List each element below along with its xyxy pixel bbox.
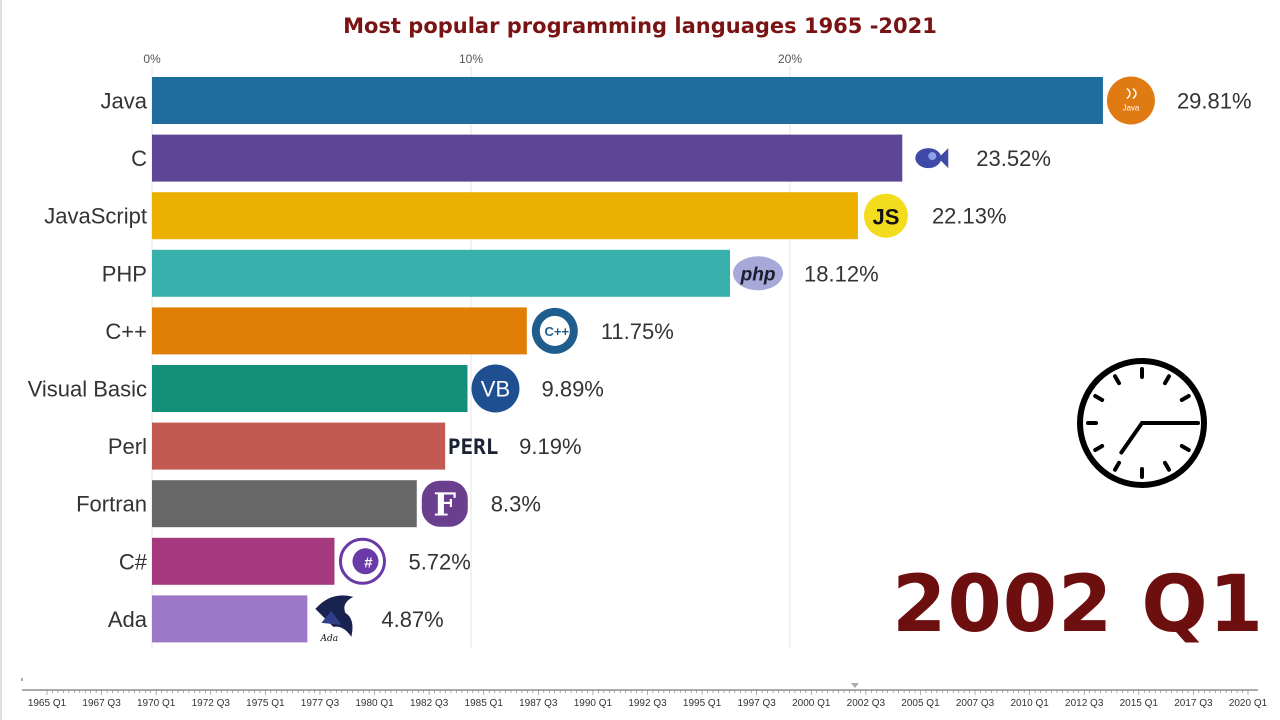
bar-visual-basic [152,365,468,412]
timeline-tick-label: 1970 Q1 [137,698,176,709]
clock-tick [1113,460,1121,472]
clock-tick [1163,374,1171,386]
timeline-tick-label: 2020 Q1 [1229,698,1268,709]
category-label: Ada [108,607,148,632]
perl-logo: PERL [448,435,499,459]
timeline-tick-label: 2000 Q1 [792,698,831,709]
value-label: 4.87% [381,607,443,632]
c-logo [915,148,949,169]
x-tick-label: 10% [459,52,483,66]
value-label: 5.72% [408,549,470,574]
timeline-tick-label: 1965 Q1 [28,698,67,709]
value-label: 9.19% [519,434,581,459]
x-tick-label: 20% [778,52,802,66]
category-label: Perl [108,434,147,459]
category-label: C [131,146,147,171]
javascript-logo: JS [863,193,908,238]
svg-text:VB: VB [481,377,510,402]
bar-ada [152,595,308,643]
category-label: Fortran [76,492,147,517]
timeline-tick-label: 2005 Q1 [901,698,940,709]
timeline-tick-label: 2015 Q1 [1120,698,1159,709]
clock-tick [1163,460,1171,472]
svg-text:F: F [433,486,456,524]
clock-tick [1093,394,1105,402]
timeline-tick-label: 1972 Q3 [192,698,231,709]
period-label: 2002 Q1 [892,560,1264,650]
timeline-tick-label: 2017 Q3 [1174,698,1213,709]
timeline-playhead[interactable] [850,683,859,688]
timeline-tick-label: 1992 Q3 [628,698,667,709]
value-label: 23.52% [976,146,1051,171]
bar-fortran [152,480,417,528]
category-label: JavaScript [44,204,147,229]
timeline-tick-label: 1967 Q3 [82,698,121,709]
chart-title: Most popular programming languages 1965 … [343,14,937,38]
svg-text:PERL: PERL [448,435,499,459]
svg-text:php: php [740,264,776,285]
fortran-logo: F [421,480,468,527]
value-label: 9.89% [541,377,603,402]
timeline-tick-label: 1975 Q1 [246,698,285,709]
visual-basic-logo: VB [471,364,520,413]
svg-text:C++: C++ [545,324,570,339]
clock-tick [1179,394,1191,402]
category-label: C# [119,549,148,574]
ada-logo: Ada [315,595,354,644]
timeline-tick-label: 1977 Q3 [301,698,340,709]
value-label: 11.75% [601,319,674,344]
x-tick-label: 0% [143,52,161,66]
frame-border [0,0,2,720]
category-label: C++ [105,319,147,344]
value-label: 18.12% [804,261,879,286]
timeline-tick-label: 2010 Q1 [1010,698,1049,709]
cpp-logo: C++ [531,307,578,354]
bar-c [152,134,903,182]
svg-text:JS: JS [872,205,899,230]
clock-icon [1077,358,1207,488]
csharp-logo: # [338,537,386,585]
timeline-tick-label: 1982 Q3 [410,698,449,709]
value-label: 29.81% [1177,89,1252,114]
svg-text:Ada: Ada [320,634,339,644]
timeline-tick-label: 1997 Q3 [737,698,776,709]
clock-tick [1179,444,1191,452]
bar-chart: 0% 10% 20% Java Java 29.81% C 23.52% JavaScript J… [28,52,1252,648]
bar-java [152,77,1103,124]
bar-c- [152,307,527,355]
timeline-tick-label: 1980 Q1 [355,698,394,709]
bar-javascript [152,192,858,240]
timeline-tick-label: 2007 Q3 [956,698,995,709]
value-label: 8.3% [491,492,541,517]
timeline-tick-label: 1995 Q1 [683,698,722,709]
category-label: PHP [102,261,147,286]
bar-c- [152,537,335,585]
svg-text:Java: Java [1122,104,1139,113]
timeline-tick-label: 2002 Q3 [847,698,886,709]
svg-text:#: # [364,554,373,571]
category-label: Java [101,89,148,114]
php-logo: php [733,256,784,291]
timeline-tick-label: 2012 Q3 [1065,698,1104,709]
category-label: Visual Basic [28,377,147,402]
timeline-tick-label: 1990 Q1 [574,698,613,709]
clock-hour-hand [1119,421,1144,455]
java-logo: Java [1106,76,1155,125]
bar-perl [152,422,446,470]
bar-php [152,249,731,297]
clock-tick [1093,444,1105,452]
timeline-tick-label: 1987 Q3 [519,698,558,709]
clock-tick [1113,374,1121,386]
value-label: 22.13% [932,204,1007,229]
timeline-tick-label: 1985 Q1 [465,698,504,709]
